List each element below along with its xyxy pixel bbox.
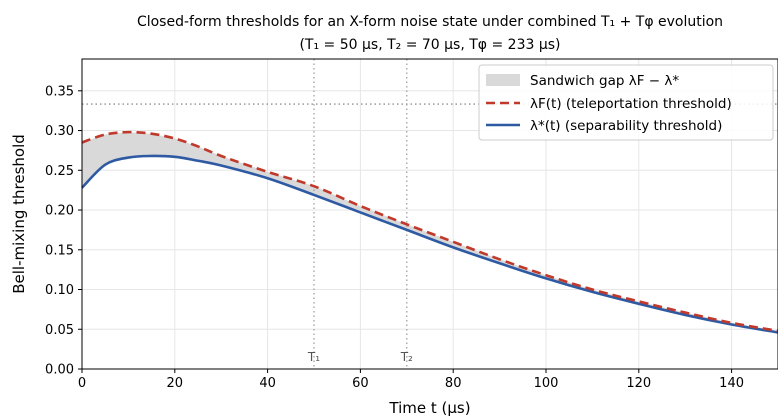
chart-title: Closed-form thresholds for an X-form noi… <box>137 14 723 30</box>
y-tick-label: 0.20 <box>45 204 74 219</box>
x-tick-label: 20 <box>167 376 184 391</box>
legend-label-separability: λ*(t) (separability threshold) <box>530 118 722 134</box>
y-tick-label: 0.30 <box>45 124 74 139</box>
x-tick-label: 40 <box>259 376 276 391</box>
x-axis-label: Time t (μs) <box>388 399 470 417</box>
y-tick-label: 0.05 <box>45 323 74 338</box>
tick-layer: 0 20 40 60 80 100 120 140 0.00 0.05 0.10 0.15 0.20 0.… <box>45 84 744 391</box>
x-tick-label: 80 <box>445 376 462 391</box>
vertical-line-label: T₁ <box>307 350 320 364</box>
legend-label-gap: Sandwich gap λF − λ* <box>530 73 679 89</box>
x-tick-label: 140 <box>719 376 744 391</box>
legend-swatch-gap <box>486 74 520 86</box>
separability-threshold-line <box>81 154 778 334</box>
series-layer <box>81 130 778 334</box>
x-tick-label: 60 <box>352 376 369 391</box>
y-tick-label: 0.10 <box>45 283 74 298</box>
y-axis-label: Bell-mixing threshold <box>10 134 28 294</box>
teleportation-threshold-line <box>81 130 778 333</box>
sandwich-gap-fill <box>82 132 778 333</box>
reference-lines: T₁ T₂ <box>82 59 778 369</box>
y-tick-label: 0.25 <box>45 164 74 179</box>
x-tick-label: 120 <box>626 376 651 391</box>
y-tick-label: 0.15 <box>45 243 74 258</box>
x-tick-label: 0 <box>78 376 86 391</box>
fill-layer <box>82 132 778 333</box>
legend: Sandwich gap λF − λ* λF(t) (teleportation… <box>478 64 774 141</box>
legend-box <box>478 64 774 141</box>
x-tick-label: 100 <box>534 376 559 391</box>
plot-frame <box>81 58 778 370</box>
vertical-line-label: T₂ <box>400 350 413 364</box>
chart-subtitle: (T₁ = 50 μs, T₂ = 70 μs, Tφ = 233 μs) <box>299 37 560 53</box>
y-tick-label: 0.35 <box>45 84 74 99</box>
y-tick-label: 0.00 <box>45 363 74 378</box>
legend-label-teleportation: λF(t) (teleportation threshold) <box>530 96 732 112</box>
